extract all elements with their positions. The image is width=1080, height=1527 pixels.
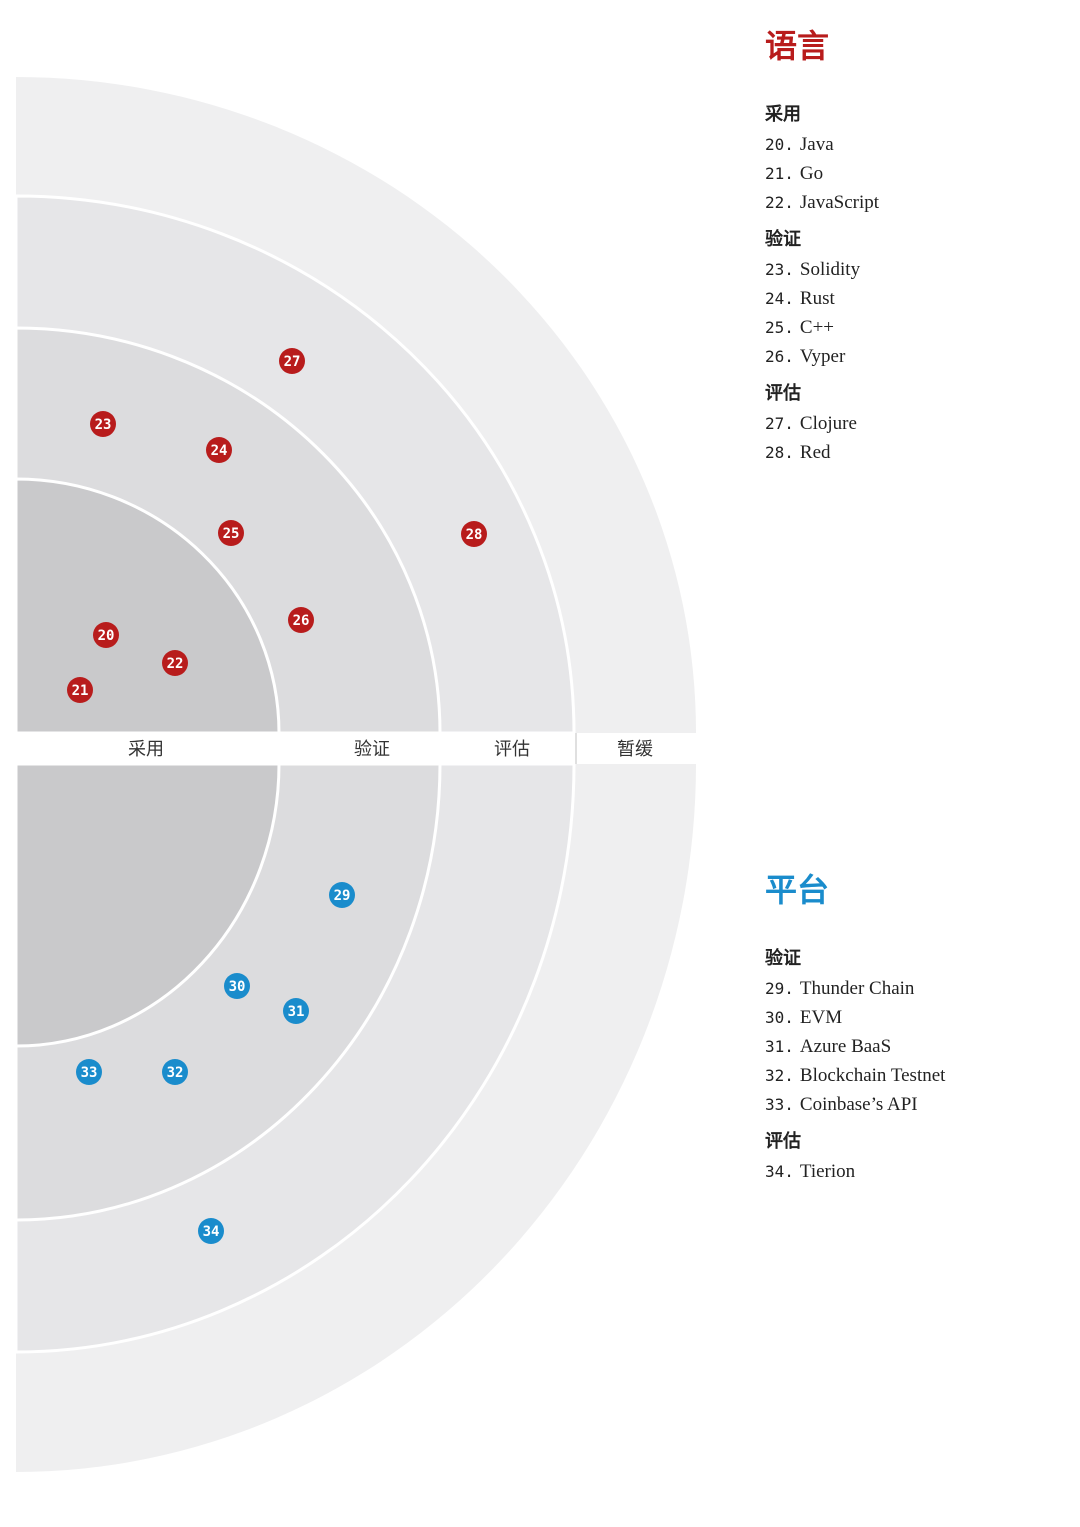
legend-group-assess: 评估 [765, 1131, 801, 1152]
legend-item-solidity[interactable]: 23. Solidity [765, 259, 861, 280]
ring-label-assess: 评估 [494, 739, 530, 760]
legend-item-clojure[interactable]: 27. Clojure [765, 413, 857, 434]
blip-label: 30 [229, 979, 246, 995]
legend-item-java[interactable]: 20. Java [765, 134, 834, 155]
platform-blip-31[interactable]: 31 [283, 998, 309, 1024]
legend-list: 27. Clojure 28. Red [765, 409, 1065, 467]
languages-radar [14, 77, 696, 735]
legend-item-azure-baas[interactable]: 31. Azure BaaS [765, 1036, 892, 1057]
legend-item-javascript[interactable]: 22. JavaScript [765, 192, 880, 213]
blip-label: 27 [284, 354, 301, 370]
legend-group-adopt: 采用 [765, 104, 801, 125]
legend-item-blockchain-testnet[interactable]: 32. Blockchain Testnet [765, 1065, 946, 1086]
language-blip-21[interactable]: 21 [67, 677, 93, 703]
legend-item-red[interactable]: 28. Red [765, 442, 831, 463]
blip-label: 26 [293, 613, 310, 629]
blip-label: 28 [466, 527, 483, 543]
language-blip-26[interactable]: 26 [288, 607, 314, 633]
blip-label: 20 [98, 628, 115, 644]
legend-list: 23. Solidity 24. Rust 25. C++ 26. Vyper [765, 255, 1065, 371]
platforms-legend: 平台 验证 29. Thunder Chain 30. EVM 31. Azure B… [765, 870, 1065, 1194]
legend-item-thunder-chain[interactable]: 29. Thunder Chain [765, 978, 915, 999]
ring-adopt-bottom [14, 762, 281, 1048]
blip-label: 33 [81, 1065, 98, 1081]
language-blip-25[interactable]: 25 [218, 520, 244, 546]
legend-item-go[interactable]: 21. Go [765, 163, 824, 184]
language-blip-28[interactable]: 28 [461, 521, 487, 547]
blip-label: 21 [72, 683, 89, 699]
language-blip-27[interactable]: 27 [279, 348, 305, 374]
legend-item-rust[interactable]: 24. Rust [765, 288, 835, 309]
legend-item-coinbase-api[interactable]: 33. Coinbase’s API [765, 1094, 918, 1115]
legend-group-trial: 验证 [765, 229, 801, 250]
legend-item-vyper[interactable]: 26. Vyper [765, 346, 846, 367]
blip-label: 29 [334, 888, 351, 904]
legend-group-trial: 验证 [765, 948, 801, 969]
legend-item-cpp[interactable]: 25. C++ [765, 317, 835, 338]
legend-item-tierion[interactable]: 34. Tierion [765, 1161, 856, 1182]
blip-label: 22 [167, 656, 184, 672]
ring-label-trial: 验证 [354, 739, 390, 760]
blip-label: 32 [167, 1065, 184, 1081]
legend-list: 20. Java 21. Go 22. JavaScript [765, 130, 1065, 217]
language-blip-23[interactable]: 23 [90, 411, 116, 437]
languages-legend: 语言 采用 20. Java 21. Go 22. JavaScript 验证 23.… [765, 26, 1065, 475]
platform-blip-32[interactable]: 32 [162, 1059, 188, 1085]
legend-group-assess: 评估 [765, 383, 801, 404]
ring-adopt-top [14, 477, 281, 735]
languages-title: 语言 [765, 27, 830, 65]
platforms-radar [14, 762, 696, 1472]
legend-item-evm[interactable]: 30. EVM [765, 1007, 843, 1028]
blip-label: 23 [95, 417, 112, 433]
blip-label: 31 [288, 1004, 305, 1020]
platform-blip-30[interactable]: 30 [224, 973, 250, 999]
legend-list: 34. Tierion [765, 1157, 1065, 1186]
legend-list: 29. Thunder Chain 30. EVM 31. Azure BaaS 32… [765, 974, 1065, 1119]
platforms-title: 平台 [765, 871, 830, 909]
blip-label: 34 [203, 1224, 220, 1240]
blip-label: 25 [223, 526, 240, 542]
blip-label: 24 [211, 443, 228, 459]
language-blip-20[interactable]: 20 [93, 622, 119, 648]
platform-blip-29[interactable]: 29 [329, 882, 355, 908]
platform-blip-33[interactable]: 33 [76, 1059, 102, 1085]
ring-label-adopt: 采用 [128, 739, 164, 760]
language-blip-22[interactable]: 22 [162, 650, 188, 676]
platform-blip-34[interactable]: 34 [198, 1218, 224, 1244]
language-blip-24[interactable]: 24 [206, 437, 232, 463]
ring-label-hold: 暂缓 [617, 739, 653, 760]
